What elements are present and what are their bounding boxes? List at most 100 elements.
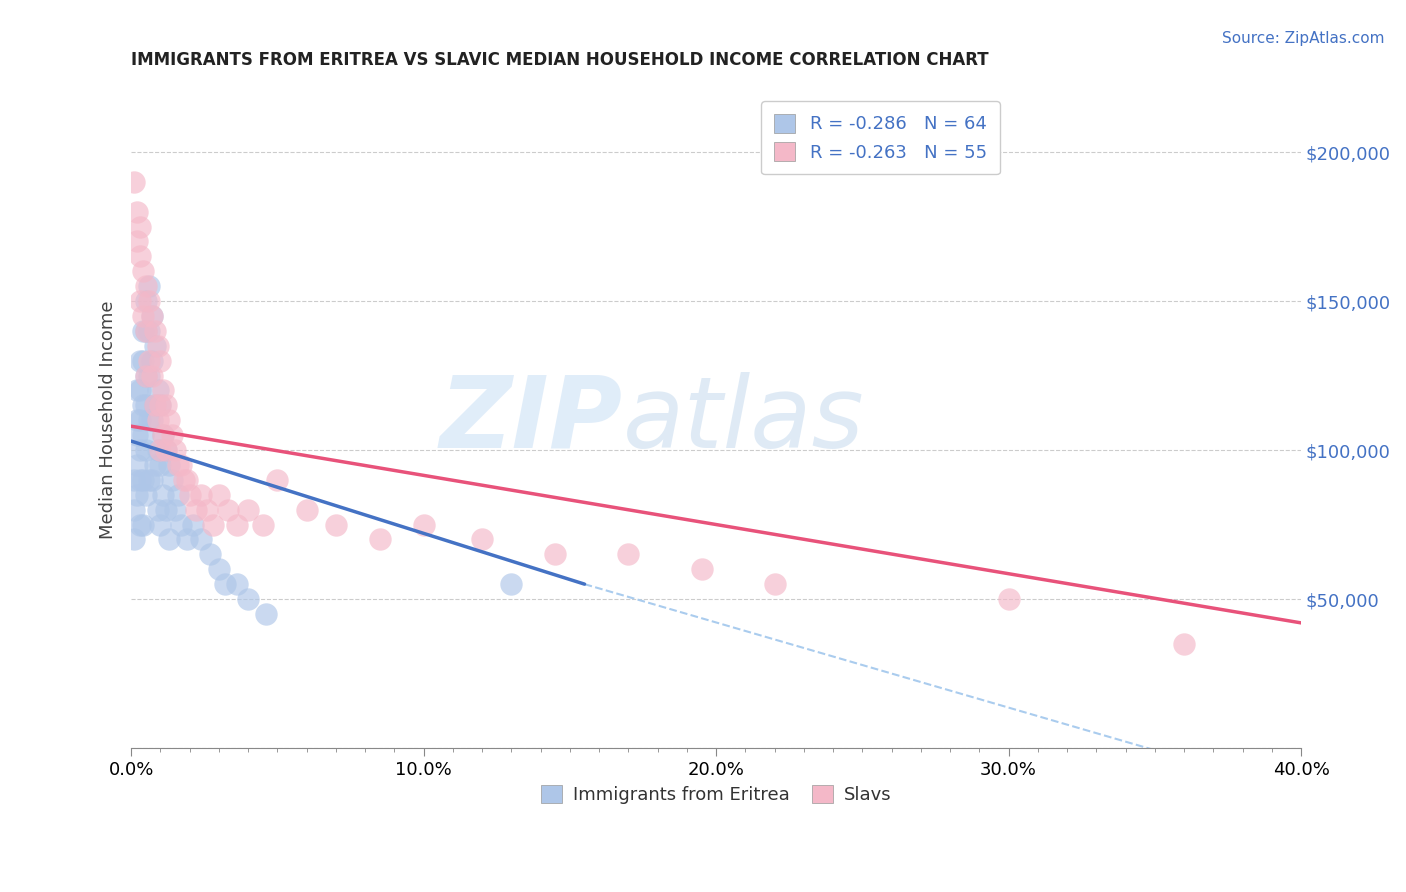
Point — [690, 562, 713, 576]
Point — [157, 533, 180, 547]
Point — [155, 443, 177, 458]
Point — [122, 533, 145, 547]
Point — [146, 339, 169, 353]
Point — [143, 458, 166, 472]
Point — [135, 294, 157, 309]
Point — [190, 533, 212, 547]
Point — [129, 353, 152, 368]
Point — [176, 473, 198, 487]
Point — [152, 384, 174, 398]
Point — [135, 368, 157, 383]
Text: atlas: atlas — [623, 372, 865, 469]
Point — [170, 517, 193, 532]
Point — [141, 368, 163, 383]
Point — [225, 577, 247, 591]
Point — [254, 607, 277, 621]
Point — [157, 413, 180, 427]
Point — [132, 324, 155, 338]
Point — [122, 502, 145, 516]
Point — [501, 577, 523, 591]
Point — [165, 443, 187, 458]
Point — [129, 294, 152, 309]
Point — [149, 443, 172, 458]
Point — [127, 458, 149, 472]
Point — [173, 473, 195, 487]
Point — [295, 502, 318, 516]
Point — [160, 473, 183, 487]
Point — [146, 413, 169, 427]
Point — [141, 473, 163, 487]
Point — [155, 443, 177, 458]
Point — [132, 473, 155, 487]
Point — [127, 413, 149, 427]
Text: IMMIGRANTS FROM ERITREA VS SLAVIC MEDIAN HOUSEHOLD INCOME CORRELATION CHART: IMMIGRANTS FROM ERITREA VS SLAVIC MEDIAN… — [131, 51, 988, 69]
Point — [208, 488, 231, 502]
Point — [167, 488, 190, 502]
Point — [122, 473, 145, 487]
Point — [141, 413, 163, 427]
Point — [146, 443, 169, 458]
Point — [149, 398, 172, 412]
Point — [138, 294, 160, 309]
Point — [135, 279, 157, 293]
Point — [138, 324, 160, 338]
Point — [132, 264, 155, 278]
Point — [138, 413, 160, 427]
Point — [132, 398, 155, 412]
Point — [170, 458, 193, 472]
Point — [184, 502, 207, 516]
Point — [200, 547, 222, 561]
Point — [143, 398, 166, 412]
Point — [997, 592, 1019, 607]
Point — [181, 517, 204, 532]
Point — [238, 502, 260, 516]
Point — [155, 502, 177, 516]
Point — [143, 398, 166, 412]
Point — [368, 533, 391, 547]
Point — [129, 413, 152, 427]
Point — [127, 384, 149, 398]
Point — [217, 502, 239, 516]
Point — [129, 473, 152, 487]
Legend: Immigrants from Eritrea, Slavs: Immigrants from Eritrea, Slavs — [533, 777, 898, 811]
Point — [1173, 637, 1195, 651]
Point — [157, 458, 180, 472]
Point — [143, 339, 166, 353]
Point — [129, 219, 152, 234]
Point — [143, 324, 166, 338]
Point — [152, 428, 174, 442]
Point — [617, 547, 640, 561]
Point — [129, 249, 152, 263]
Point — [135, 443, 157, 458]
Point — [471, 533, 494, 547]
Point — [132, 517, 155, 532]
Y-axis label: Median Household Income: Median Household Income — [100, 301, 117, 540]
Point — [141, 309, 163, 323]
Point — [138, 279, 160, 293]
Point — [208, 562, 231, 576]
Point — [152, 488, 174, 502]
Point — [141, 309, 163, 323]
Point — [138, 353, 160, 368]
Point — [149, 398, 172, 412]
Point — [202, 517, 225, 532]
Point — [135, 368, 157, 383]
Point — [129, 384, 152, 398]
Point — [325, 517, 347, 532]
Point — [127, 204, 149, 219]
Point — [138, 473, 160, 487]
Text: Source: ZipAtlas.com: Source: ZipAtlas.com — [1222, 31, 1385, 46]
Point — [763, 577, 786, 591]
Point — [135, 324, 157, 338]
Point — [146, 502, 169, 516]
Point — [146, 384, 169, 398]
Text: ZIP: ZIP — [440, 372, 623, 469]
Point — [135, 324, 157, 338]
Point — [132, 353, 155, 368]
Point — [141, 353, 163, 368]
Point — [165, 502, 187, 516]
Point — [127, 488, 149, 502]
Point — [152, 428, 174, 442]
Point — [122, 175, 145, 189]
Point — [149, 517, 172, 532]
